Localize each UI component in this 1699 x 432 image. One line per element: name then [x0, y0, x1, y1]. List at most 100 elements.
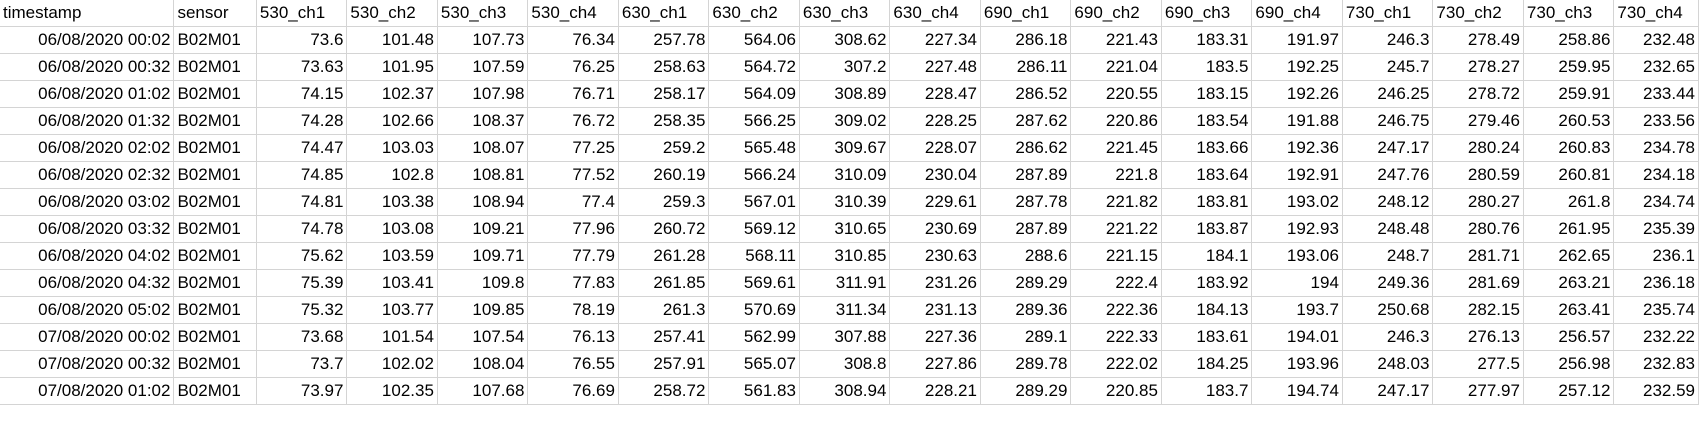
- value-cell[interactable]: 236.18: [1613, 269, 1699, 297]
- value-cell[interactable]: 261.8: [1523, 188, 1615, 216]
- value-cell[interactable]: 228.47: [889, 80, 981, 108]
- value-cell[interactable]: 307.2: [799, 53, 891, 81]
- value-cell[interactable]: 194.74: [1251, 377, 1343, 405]
- value-cell[interactable]: 246.25: [1342, 80, 1434, 108]
- value-cell[interactable]: 73.6: [256, 26, 348, 54]
- value-cell[interactable]: 289.1: [980, 323, 1072, 351]
- value-cell[interactable]: 287.89: [980, 215, 1072, 243]
- sensor-cell[interactable]: B02M01: [173, 215, 257, 243]
- value-cell[interactable]: 193.02: [1251, 188, 1343, 216]
- value-cell[interactable]: 183.15: [1161, 80, 1253, 108]
- value-cell[interactable]: 222.33: [1070, 323, 1162, 351]
- value-cell[interactable]: 191.88: [1251, 107, 1343, 135]
- sensor-cell[interactable]: B02M01: [173, 296, 257, 324]
- value-cell[interactable]: 222.02: [1070, 350, 1162, 378]
- value-cell[interactable]: 234.18: [1613, 161, 1699, 189]
- value-cell[interactable]: 77.25: [527, 134, 619, 162]
- value-cell[interactable]: 247.76: [1342, 161, 1434, 189]
- value-cell[interactable]: 231.26: [889, 269, 981, 297]
- value-cell[interactable]: 256.98: [1523, 350, 1615, 378]
- value-cell[interactable]: 278.72: [1432, 80, 1524, 108]
- sensor-cell[interactable]: B02M01: [173, 242, 257, 270]
- timestamp-cell[interactable]: 06/08/2020 00:02: [0, 26, 175, 54]
- column-header[interactable]: 690_ch1: [980, 0, 1072, 27]
- value-cell[interactable]: 235.39: [1613, 215, 1699, 243]
- value-cell[interactable]: 74.81: [256, 188, 348, 216]
- value-cell[interactable]: 234.74: [1613, 188, 1699, 216]
- value-cell[interactable]: 262.65: [1523, 242, 1615, 270]
- value-cell[interactable]: 246.3: [1342, 26, 1434, 54]
- column-header[interactable]: 530_ch1: [256, 0, 348, 27]
- value-cell[interactable]: 183.54: [1161, 107, 1253, 135]
- value-cell[interactable]: 259.3: [618, 188, 710, 216]
- timestamp-cell[interactable]: 06/08/2020 03:02: [0, 188, 175, 216]
- column-header[interactable]: 530_ch3: [437, 0, 529, 27]
- value-cell[interactable]: 221.82: [1070, 188, 1162, 216]
- value-cell[interactable]: 565.48: [708, 134, 800, 162]
- value-cell[interactable]: 77.83: [527, 269, 619, 297]
- value-cell[interactable]: 194: [1251, 269, 1343, 297]
- timestamp-cell[interactable]: 06/08/2020 05:02: [0, 296, 175, 324]
- value-cell[interactable]: 247.17: [1342, 134, 1434, 162]
- value-cell[interactable]: 228.21: [889, 377, 981, 405]
- value-cell[interactable]: 231.13: [889, 296, 981, 324]
- value-cell[interactable]: 277.97: [1432, 377, 1524, 405]
- value-cell[interactable]: 229.61: [889, 188, 981, 216]
- value-cell[interactable]: 258.63: [618, 53, 710, 81]
- sensor-cell[interactable]: B02M01: [173, 161, 257, 189]
- value-cell[interactable]: 76.13: [527, 323, 619, 351]
- value-cell[interactable]: 221.43: [1070, 26, 1162, 54]
- value-cell[interactable]: 108.07: [437, 134, 529, 162]
- column-header[interactable]: 630_ch1: [618, 0, 710, 27]
- value-cell[interactable]: 260.53: [1523, 107, 1615, 135]
- value-cell[interactable]: 107.73: [437, 26, 529, 54]
- value-cell[interactable]: 287.78: [980, 188, 1072, 216]
- timestamp-cell[interactable]: 07/08/2020 01:02: [0, 377, 175, 405]
- value-cell[interactable]: 286.18: [980, 26, 1072, 54]
- sensor-cell[interactable]: B02M01: [173, 350, 257, 378]
- value-cell[interactable]: 183.64: [1161, 161, 1253, 189]
- value-cell[interactable]: 191.97: [1251, 26, 1343, 54]
- value-cell[interactable]: 75.39: [256, 269, 348, 297]
- value-cell[interactable]: 310.39: [799, 188, 891, 216]
- sensor-cell[interactable]: B02M01: [173, 107, 257, 135]
- value-cell[interactable]: 183.87: [1161, 215, 1253, 243]
- value-cell[interactable]: 248.7: [1342, 242, 1434, 270]
- column-header[interactable]: 690_ch4: [1251, 0, 1343, 27]
- value-cell[interactable]: 257.12: [1523, 377, 1615, 405]
- value-cell[interactable]: 258.86: [1523, 26, 1615, 54]
- column-header[interactable]: 630_ch3: [799, 0, 891, 27]
- value-cell[interactable]: 76.34: [527, 26, 619, 54]
- value-cell[interactable]: 227.48: [889, 53, 981, 81]
- value-cell[interactable]: 77.4: [527, 188, 619, 216]
- value-cell[interactable]: 184.1: [1161, 242, 1253, 270]
- value-cell[interactable]: 245.7: [1342, 53, 1434, 81]
- timestamp-cell[interactable]: 06/08/2020 04:02: [0, 242, 175, 270]
- value-cell[interactable]: 260.81: [1523, 161, 1615, 189]
- value-cell[interactable]: 232.22: [1613, 323, 1699, 351]
- value-cell[interactable]: 249.36: [1342, 269, 1434, 297]
- value-cell[interactable]: 183.92: [1161, 269, 1253, 297]
- value-cell[interactable]: 261.28: [618, 242, 710, 270]
- value-cell[interactable]: 107.59: [437, 53, 529, 81]
- column-header[interactable]: 730_ch1: [1342, 0, 1434, 27]
- value-cell[interactable]: 256.57: [1523, 323, 1615, 351]
- value-cell[interactable]: 221.04: [1070, 53, 1162, 81]
- value-cell[interactable]: 260.83: [1523, 134, 1615, 162]
- value-cell[interactable]: 103.08: [346, 215, 438, 243]
- value-cell[interactable]: 221.22: [1070, 215, 1162, 243]
- sensor-cell[interactable]: B02M01: [173, 188, 257, 216]
- timestamp-cell[interactable]: 06/08/2020 01:02: [0, 80, 175, 108]
- sensor-cell[interactable]: B02M01: [173, 26, 257, 54]
- timestamp-cell[interactable]: 06/08/2020 02:32: [0, 161, 175, 189]
- value-cell[interactable]: 101.95: [346, 53, 438, 81]
- value-cell[interactable]: 564.09: [708, 80, 800, 108]
- value-cell[interactable]: 259.91: [1523, 80, 1615, 108]
- value-cell[interactable]: 183.5: [1161, 53, 1253, 81]
- timestamp-cell[interactable]: 06/08/2020 03:32: [0, 215, 175, 243]
- value-cell[interactable]: 564.72: [708, 53, 800, 81]
- value-cell[interactable]: 221.8: [1070, 161, 1162, 189]
- value-cell[interactable]: 230.69: [889, 215, 981, 243]
- column-header[interactable]: 730_ch4: [1613, 0, 1699, 27]
- value-cell[interactable]: 561.83: [708, 377, 800, 405]
